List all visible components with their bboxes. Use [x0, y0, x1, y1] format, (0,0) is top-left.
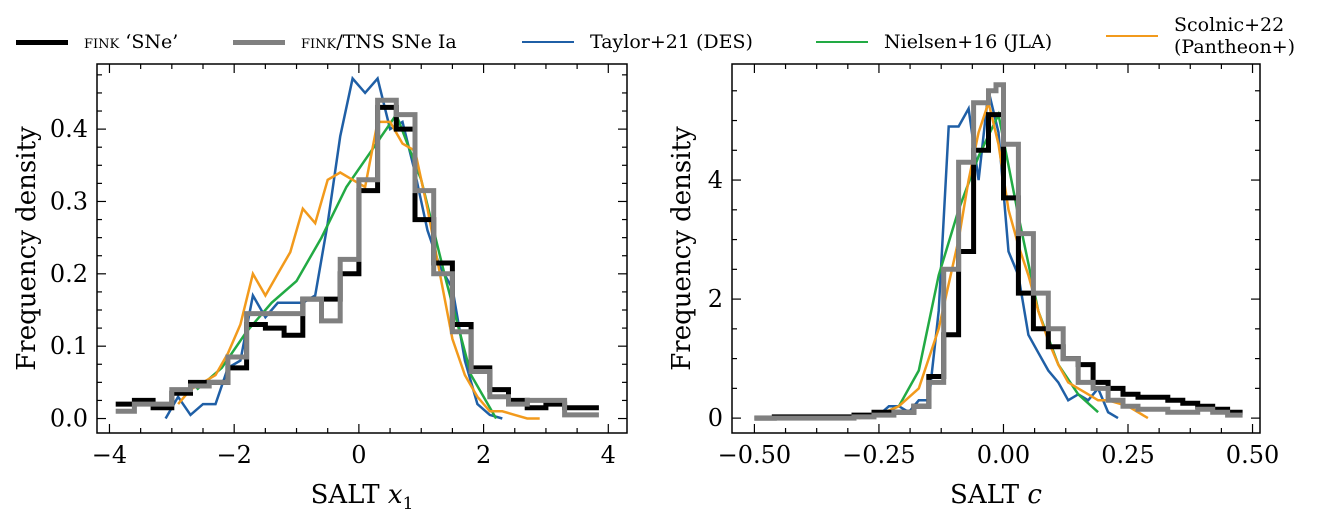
series-nielsen [878, 110, 1099, 417]
x-tick-label: −4 [92, 441, 127, 469]
series-fink_tns [754, 82, 1243, 421]
x-axis-label-var: c [1027, 480, 1042, 510]
y-axis-label: Frequency density [667, 126, 697, 371]
x-tick-label: 2 [476, 441, 491, 469]
y-tick-label: 0.1 [50, 332, 88, 360]
x-axis-label-var: x [388, 480, 403, 510]
x-tick-label: 4 [601, 441, 616, 469]
legend-label-scolnic-line1: Scolnic+22 [1174, 14, 1285, 36]
y-axis-label: Frequency density [12, 126, 42, 371]
y-tick-label: 0 [708, 404, 723, 432]
x-axis-label-text: SALT [311, 480, 388, 510]
panel-salt-x1: −4 −2 0 2 4 0.0 0.1 0.2 0.3 0.4 Frequency density S… [12, 63, 628, 514]
x-axis-label: SALT x1 [311, 480, 414, 514]
y-tick-label: 4 [708, 166, 723, 194]
legend-label-fink-sne: fink ‘SNe’ [84, 31, 179, 53]
x-tick-label: −0.25 [842, 441, 916, 469]
panel-salt-c: −0.50 −0.25 0.00 0.25 0.50 0 2 4 Frequency densi… [667, 63, 1279, 510]
legend-label-scolnic: Scolnic+22 (Pantheon+) [1174, 14, 1295, 58]
legend-swatch-fink-tns [233, 39, 285, 45]
legend-swatch-nielsen [816, 40, 868, 44]
legend-swatch-scolnic [1106, 34, 1158, 38]
legend-item-nielsen: Nielsen+16 (JLA) [816, 31, 1052, 53]
plot-area [754, 82, 1243, 421]
x-tick-label: −2 [216, 441, 251, 469]
x-tick-label: −0.50 [718, 441, 792, 469]
x-tick-label: 0.00 [977, 441, 1030, 469]
series-fink_sne [754, 112, 1243, 421]
plot-area [115, 75, 599, 420]
plot-frame [96, 63, 628, 434]
series-fink_tns [115, 97, 599, 418]
y-tick-label: 0.0 [50, 405, 88, 433]
legend-item-fink-tns: fink/TNS SNe Ia [233, 31, 457, 53]
y-tick-label: 0.2 [50, 260, 88, 288]
legend-swatch-fink-sne [16, 39, 68, 45]
plot-frame [731, 63, 1261, 434]
legend-label-nielsen: Nielsen+16 (JLA) [884, 31, 1053, 53]
x-tick-label: 0.50 [1226, 441, 1279, 469]
legend: fink ‘SNe’ fink/TNS SNe Ia Taylor+21 (DE… [0, 0, 1321, 60]
y-tick-label: 0.3 [50, 187, 88, 215]
legend-label-taylor: Taylor+21 (DES) [590, 31, 753, 53]
legend-item-fink-sne: fink ‘SNe’ [16, 31, 178, 53]
y-tick-label: 2 [708, 285, 723, 313]
x-axis-label-subscript: 1 [403, 494, 414, 514]
x-axis-label-text: SALT [950, 480, 1027, 510]
legend-item-scolnic: Scolnic+22 (Pantheon+) [1106, 14, 1295, 58]
series-taylor [164, 75, 503, 420]
x-tick-label: 0 [351, 441, 366, 469]
legend-label-scolnic-line2: (Pantheon+) [1174, 36, 1296, 58]
y-tick-label: 0.4 [50, 115, 88, 143]
legend-label-fink-tns: fink/TNS SNe Ia [301, 31, 457, 53]
x-axis-label: SALT c [950, 480, 1042, 510]
legend-item-taylor: Taylor+21 (DES) [522, 31, 753, 53]
x-tick-label: 0.25 [1101, 441, 1154, 469]
legend-swatch-taylor [522, 40, 574, 44]
